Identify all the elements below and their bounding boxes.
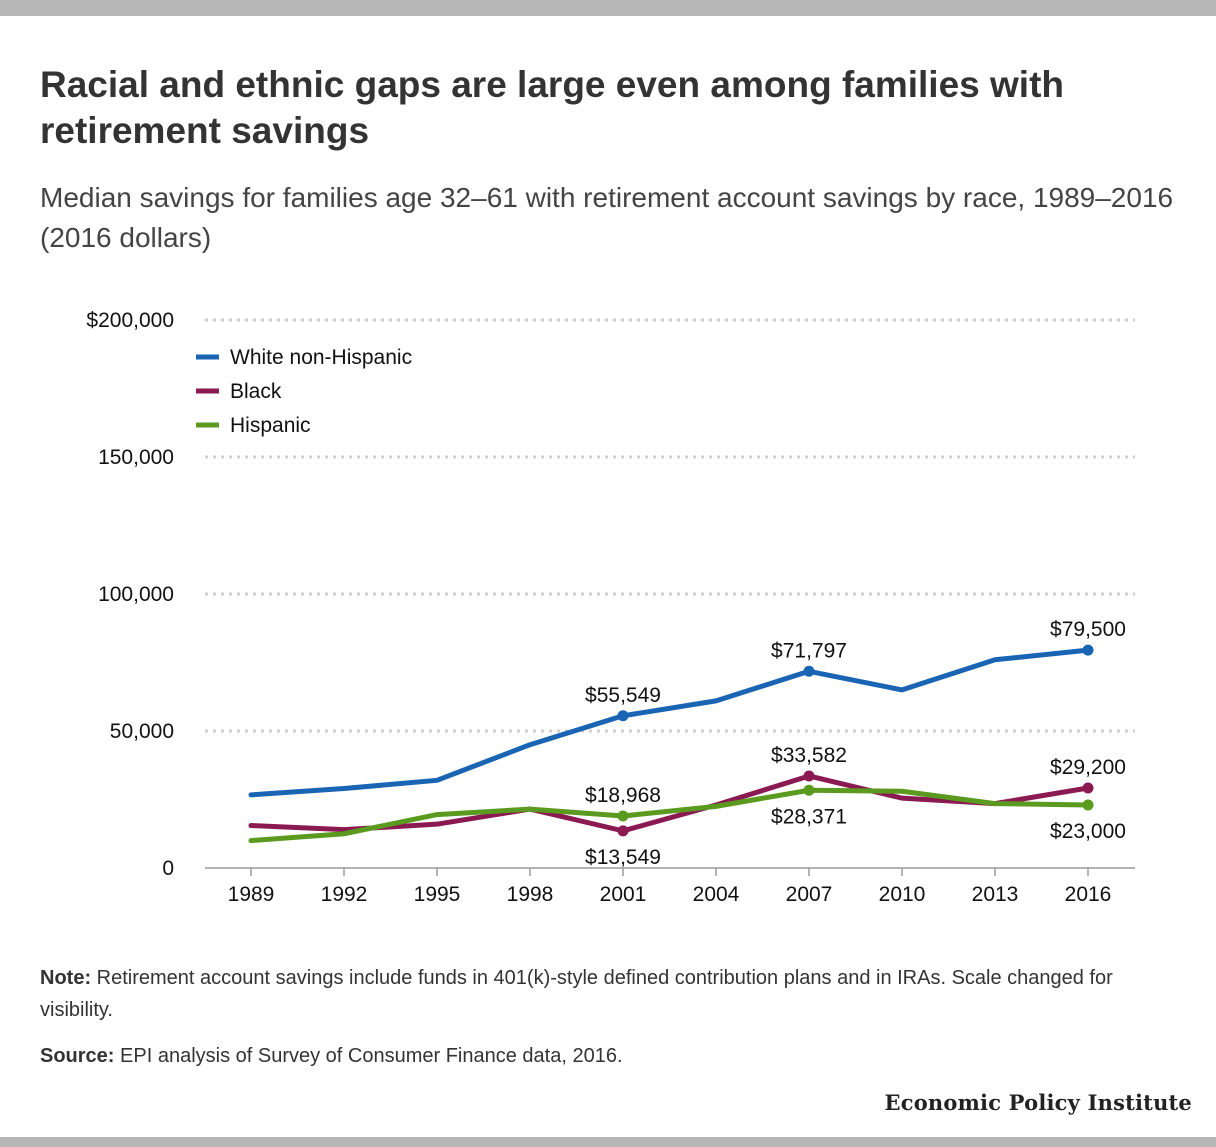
- top-bar: [0, 0, 1216, 16]
- y-tick-label: 0: [162, 857, 174, 880]
- data-point: [803, 770, 815, 782]
- series-line-0: [248, 647, 1091, 798]
- x-tick-label: 2010: [879, 883, 926, 906]
- chart-note: Note: Retirement account savings include…: [40, 962, 1190, 1026]
- data-point: [803, 784, 815, 796]
- series-line-2: [248, 787, 1091, 844]
- note-text: Retirement account savings include funds…: [40, 967, 1113, 1021]
- x-tick-label: 2001: [600, 883, 647, 906]
- x-tick-label: 2004: [693, 883, 740, 906]
- x-tick-label: 1992: [321, 883, 368, 906]
- x-tick-label: 2013: [972, 883, 1019, 906]
- data-label: $55,549: [585, 684, 661, 707]
- source-label: Source:: [40, 1045, 115, 1067]
- legend-label: Black: [230, 380, 282, 403]
- y-tick-label: 50,000: [110, 720, 174, 743]
- data-label: $28,371: [771, 805, 847, 828]
- legend-label: White non-Hispanic: [230, 346, 412, 369]
- x-tick-label: 2007: [786, 883, 833, 906]
- line-chart: 0 50,000 100,000 150,000 $200,000 1989 1992 199…: [86, 309, 1135, 906]
- data-label: $23,000: [1050, 820, 1126, 843]
- x-tick-label: 1995: [414, 883, 461, 906]
- x-tick-label: 1989: [228, 883, 275, 906]
- y-tick-label: 100,000: [98, 583, 174, 606]
- bottom-bar: [0, 1137, 1216, 1147]
- data-point: [1082, 644, 1094, 656]
- data-point: [617, 810, 629, 822]
- data-point: [1082, 782, 1094, 794]
- data-point: [617, 825, 629, 837]
- data-label: $33,582: [771, 744, 847, 767]
- chart-subtitle: Median savings for families age 32–61 wi…: [40, 182, 1174, 253]
- data-label: $29,200: [1050, 756, 1126, 779]
- x-tick-label: 2016: [1065, 883, 1112, 906]
- data-point: [803, 665, 815, 677]
- data-label: $18,968: [585, 784, 661, 807]
- y-tick-label: $200,000: [86, 309, 174, 332]
- data-point: [1082, 799, 1094, 811]
- brand-logo: Economic Policy Institute: [884, 1090, 1192, 1115]
- legend-label: Hispanic: [230, 414, 311, 437]
- note-label: Note:: [40, 967, 92, 989]
- data-label: $71,797: [771, 639, 847, 662]
- chart-source: Source: EPI analysis of Survey of Consum…: [40, 1040, 1190, 1072]
- series-line-1: [248, 773, 1091, 834]
- data-label: $79,500: [1050, 618, 1126, 641]
- data-label: $13,549: [585, 846, 661, 869]
- source-text: EPI analysis of Survey of Consumer Finan…: [114, 1045, 623, 1067]
- x-tick-label: 1998: [507, 883, 554, 906]
- data-point: [617, 710, 629, 722]
- chart-title: Racial and ethnic gaps are large even am…: [40, 64, 1065, 151]
- y-tick-label: 150,000: [98, 446, 174, 469]
